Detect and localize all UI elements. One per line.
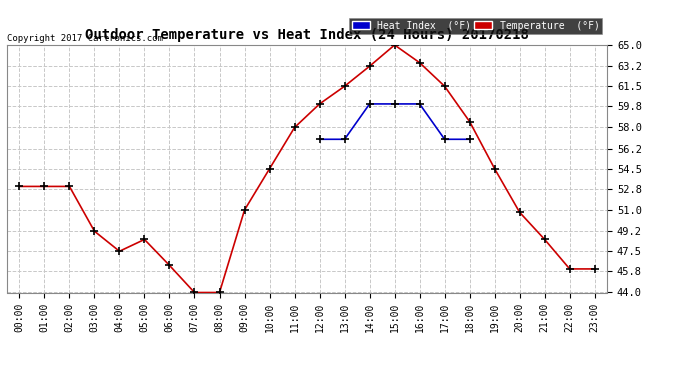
Text: Copyright 2017 Cartronics.com: Copyright 2017 Cartronics.com [7,33,163,42]
Title: Outdoor Temperature vs Heat Index (24 Hours) 20170218: Outdoor Temperature vs Heat Index (24 Ho… [85,28,529,42]
Legend: Heat Index  (°F), Temperature  (°F): Heat Index (°F), Temperature (°F) [349,18,602,33]
